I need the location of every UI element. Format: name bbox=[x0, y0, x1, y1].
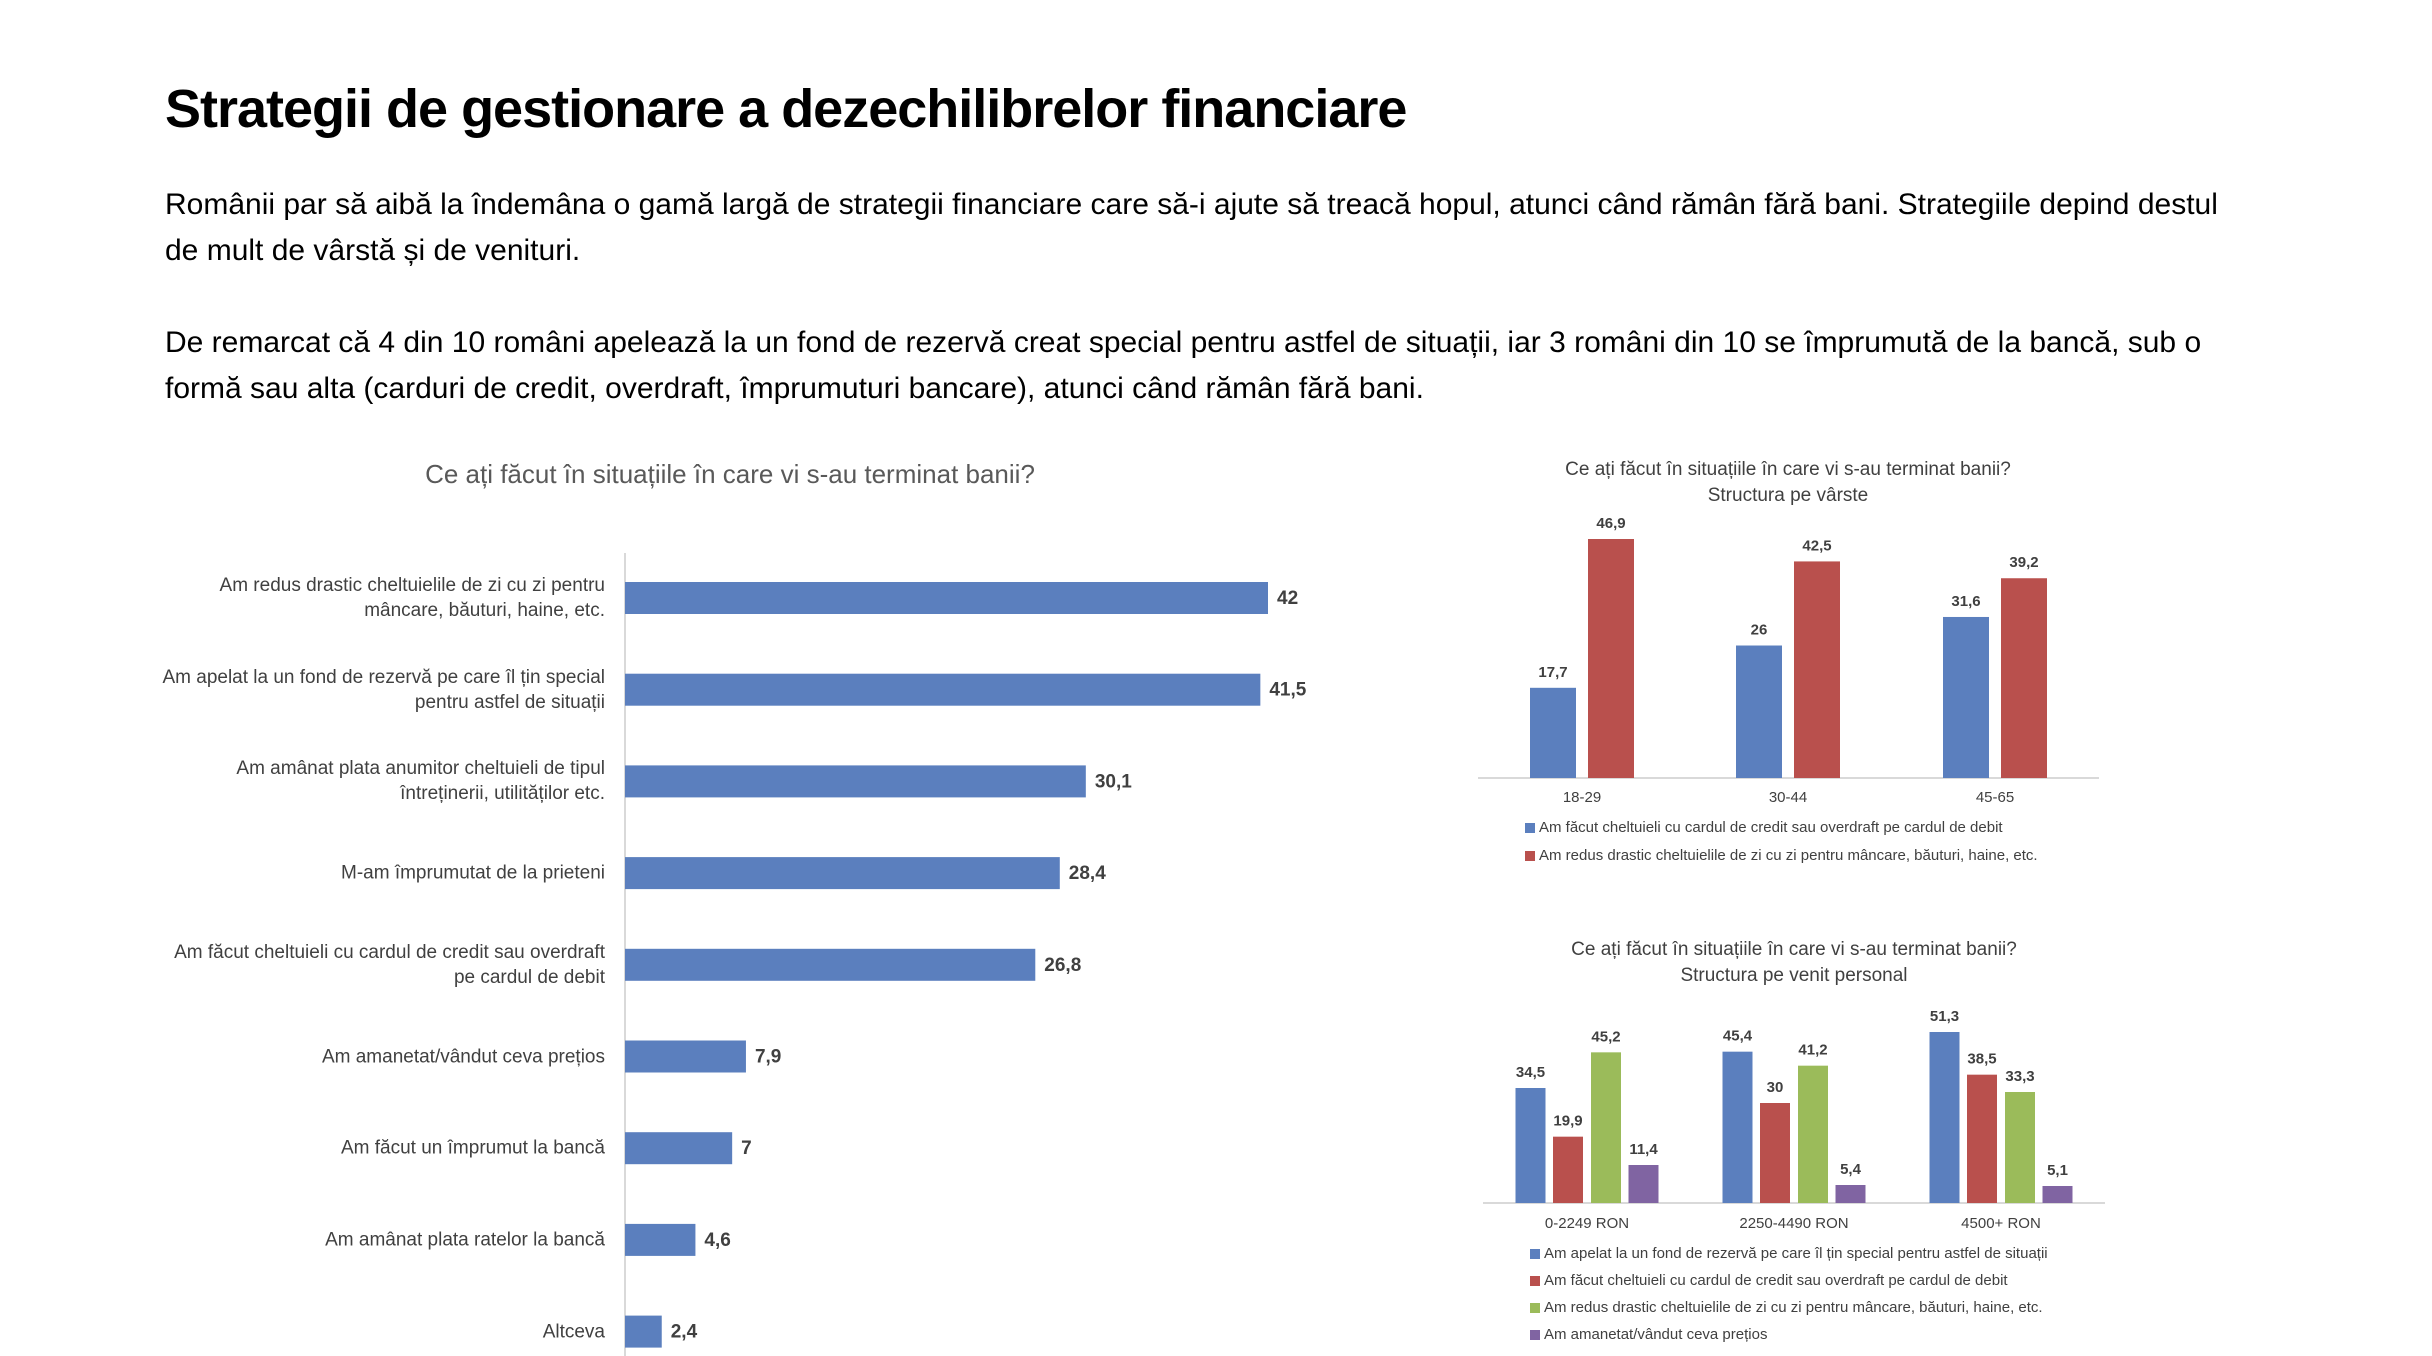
x-tick-label: 18-29 bbox=[1563, 789, 1601, 806]
category-label: Am apelat la un fond de rezervă pe care … bbox=[162, 666, 605, 713]
category-label: Am amânat plata ratelor la bancă bbox=[325, 1229, 605, 1251]
value-label: 34,5 bbox=[1516, 1064, 1545, 1081]
bar bbox=[1929, 1032, 1960, 1203]
category-label: M-am împrumutat de la prieteni bbox=[341, 862, 605, 884]
category-label: Am făcut cheltuieli cu cardul de credit … bbox=[174, 941, 605, 988]
legend-swatch bbox=[1530, 1276, 1540, 1286]
value-label: 26,8 bbox=[1044, 955, 1081, 976]
legend-swatch bbox=[1530, 1303, 1540, 1313]
bar bbox=[1553, 1136, 1583, 1203]
bar bbox=[1588, 539, 1634, 778]
chart-title: Ce ați făcut în situațiile în care vi s-… bbox=[425, 459, 1035, 489]
x-tick-label: 2250-4490 RON bbox=[1739, 1215, 1848, 1232]
x-tick-label: 30-44 bbox=[1769, 789, 1807, 806]
bar bbox=[1798, 1065, 1828, 1203]
bar bbox=[2001, 578, 2047, 778]
value-label: 33,3 bbox=[2005, 1068, 2034, 1085]
bar bbox=[1760, 1103, 1790, 1203]
value-label: 7 bbox=[741, 1138, 752, 1159]
category-label: Am amânat plata anumitor cheltuieli de t… bbox=[236, 758, 605, 805]
legend-swatch bbox=[1525, 823, 1535, 833]
value-label: 7,9 bbox=[755, 1047, 781, 1068]
value-label: 26 bbox=[1751, 621, 1768, 638]
value-label: 45,2 bbox=[1591, 1028, 1620, 1045]
bar bbox=[625, 857, 1060, 890]
x-tick-label: 45-65 bbox=[1976, 789, 2014, 806]
value-label: 2,4 bbox=[671, 1322, 698, 1343]
bar bbox=[1943, 616, 1989, 778]
bar bbox=[2005, 1092, 2035, 1203]
bar bbox=[625, 1223, 696, 1256]
value-label: 30,1 bbox=[1095, 771, 1132, 792]
value-label: 28,4 bbox=[1069, 863, 1106, 884]
bar bbox=[625, 1040, 746, 1073]
bar bbox=[1591, 1052, 1621, 1203]
bar bbox=[625, 582, 1268, 614]
bar bbox=[625, 673, 1261, 706]
chart-subtitle: Structura pe vârste bbox=[1708, 485, 1869, 506]
bar bbox=[1835, 1185, 1866, 1203]
value-label: 30 bbox=[1767, 1079, 1784, 1096]
bar bbox=[1722, 1051, 1753, 1203]
value-label: 19,9 bbox=[1553, 1113, 1582, 1130]
bar bbox=[625, 1132, 733, 1165]
bar bbox=[1794, 561, 1840, 778]
bar bbox=[1736, 645, 1782, 778]
legend-swatch bbox=[1530, 1330, 1540, 1340]
legend-label: Am apelat la un fond de rezervă pe care … bbox=[1544, 1245, 2048, 1262]
value-label: 4,6 bbox=[704, 1230, 730, 1251]
chart-title: Ce ați făcut în situațiile în care vi s-… bbox=[1565, 459, 2011, 480]
paragraph: Românii par să aibă la îndemâna o gamă l… bbox=[165, 188, 2218, 267]
category-label: Am făcut un împrumut la bancă bbox=[340, 1137, 605, 1159]
value-label: 5,4 bbox=[1840, 1161, 1862, 1178]
x-tick-label: 4500+ RON bbox=[1961, 1215, 2041, 1232]
bar bbox=[1530, 687, 1576, 778]
bar bbox=[625, 948, 1036, 981]
legend-label: Am redus drastic cheltuielile de zi cu z… bbox=[1539, 847, 2038, 864]
legend-label: Am făcut cheltuieli cu cardul de credit … bbox=[1544, 1272, 2008, 1289]
bar bbox=[1628, 1165, 1659, 1203]
x-tick-label: 0-2249 RON bbox=[1545, 1215, 1629, 1232]
value-label: 51,3 bbox=[1930, 1008, 1959, 1025]
value-label: 42 bbox=[1277, 588, 1298, 609]
value-label: 42,5 bbox=[1802, 537, 1831, 554]
category-label: Am amanetat/vândut ceva prețios bbox=[321, 1046, 605, 1067]
bar bbox=[625, 765, 1086, 798]
value-label: 45,4 bbox=[1723, 1028, 1753, 1045]
value-label: 39,2 bbox=[2009, 554, 2038, 571]
bar bbox=[2042, 1186, 2073, 1203]
value-label: 5,1 bbox=[2047, 1162, 2068, 1179]
value-label: 41,2 bbox=[1798, 1042, 1827, 1059]
value-label: 31,6 bbox=[1951, 593, 1980, 610]
category-label: Altceva bbox=[542, 1321, 605, 1343]
bar bbox=[1515, 1088, 1546, 1203]
bar bbox=[625, 1315, 662, 1348]
value-label: 11,4 bbox=[1629, 1141, 1658, 1158]
bar bbox=[1967, 1074, 1997, 1203]
chart-title: Ce ați făcut în situațiile în care vi s-… bbox=[1571, 939, 2017, 960]
legend-label: Am amanetat/vândut ceva prețios bbox=[1544, 1326, 1767, 1343]
legend-label: Am făcut cheltuieli cu cardul de credit … bbox=[1539, 819, 2003, 836]
chart-subtitle: Structura pe venit personal bbox=[1680, 965, 1907, 986]
paragraph: De remarcat că 4 din 10 români apelează … bbox=[165, 326, 2202, 405]
value-label: 17,7 bbox=[1538, 664, 1567, 681]
slide-title: Strategii de gestionare a dezechilibrelo… bbox=[165, 79, 1407, 139]
legend-swatch bbox=[1530, 1249, 1540, 1259]
legend-label: Am redus drastic cheltuielile de zi cu z… bbox=[1544, 1299, 2043, 1316]
value-label: 46,9 bbox=[1596, 515, 1625, 532]
value-label: 38,5 bbox=[1967, 1051, 1996, 1068]
legend-swatch bbox=[1525, 851, 1535, 861]
value-label: 41,5 bbox=[1269, 680, 1306, 701]
category-label: Am redus drastic cheltuielile de zi cu z… bbox=[219, 575, 605, 621]
